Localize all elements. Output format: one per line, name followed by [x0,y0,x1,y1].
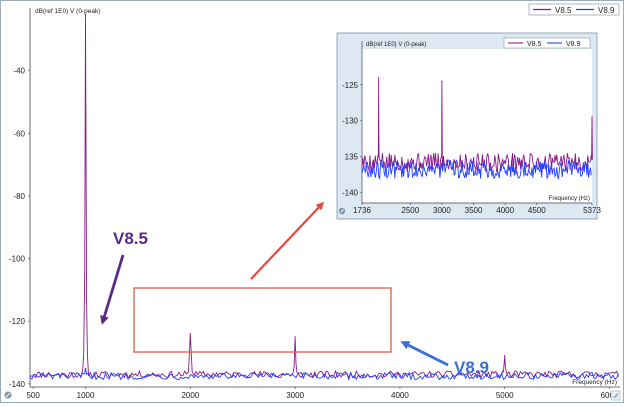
peak-point [378,77,380,79]
x-tick-label: 3000 [286,391,304,400]
y-tick-label: -140 [342,188,359,197]
main-tick-labels: 500 1000 2000 3000 4000 5000 6000 -40 -60 -80 -100… [9,67,619,400]
main-x-axis-title: Frequency (Hz) [572,379,617,386]
v85-pointer-arrow [100,254,125,325]
x-tick-label: 2500 [401,206,419,215]
inset-resize-grip-icon[interactable] [338,207,346,215]
main-chart: dB(ref 1E0) V (0-peak) Frequency (Hz) 50… [9,3,620,400]
inset-legend: V8.5 V8.9 [503,37,591,49]
v89-annotation-label: V8.9 [454,358,489,377]
y-tick-label: -140 [9,380,26,389]
series-line-V85 [361,77,593,173]
y-tick-label: -125 [342,81,359,90]
inset-legend-label-v85: V8.5 [527,41,542,48]
x-tick-label: 2000 [181,391,199,400]
peak-point [591,116,593,118]
peak-point [294,336,296,338]
y-tick-label: -60 [13,129,25,138]
peak-point [504,355,506,357]
inset-legend-label-v89: V8.9 [566,41,581,48]
x-tick-label: 1736 [353,206,371,215]
y-tick-label: -120 [9,317,26,326]
harmonics-highlight-box [133,287,392,353]
peak-point [84,367,87,369]
x-tick-label: 3000 [433,206,451,215]
peak-point [189,333,191,335]
y-tick-label: -100 [9,255,26,264]
x-tick-label: 500 [26,391,40,400]
y-tick-label: -130 [342,117,359,126]
inset-tick-labels: 1736 2500 3000 3500 4000 4500 5373 -125 -130 135 -… [342,81,601,215]
y-tick-label: 135 [345,152,359,161]
main-legend: V8.5 V8.9 [528,3,620,16]
main-legend-label-v89: V8.9 [598,6,615,15]
peak-point [441,80,443,82]
y-tick-label: -80 [13,192,25,201]
x-tick-label: 4000 [496,206,514,215]
inset-series [361,77,593,180]
v85-annotation-label: V8.5 [113,229,148,248]
series-line-V85 [29,14,619,379]
x-tick-label: 6000 [601,391,619,400]
main-series [29,13,619,382]
x-tick-label: 5000 [496,391,514,400]
v89-pointer-arrow [400,341,449,367]
main-y-axis-title: dB(ref 1E0) V (0-peak) [35,8,100,15]
main-legend-label-v85: V8.5 [555,6,572,15]
inset-plot-area [362,49,592,203]
x-tick-label: 4500 [528,206,546,215]
y-tick-label: -40 [13,67,25,76]
series-line-V89 [361,159,592,180]
x-tick-label: 3500 [465,206,483,215]
inset-y-axis-title: dB(ref 1E0) V (0-peak) [366,42,426,48]
x-tick-label: 1000 [77,391,95,400]
zoom-callout-arrow [250,201,325,280]
inset-chart: dB(ref 1E0) V (0-peak) Frequency (Hz) 17… [336,32,601,220]
main-pan-grip-icon[interactable] [4,391,12,399]
main-resize-grip-icon[interactable] [610,390,621,401]
x-tick-label: 5373 [583,206,601,215]
inset-x-axis-title: Frequency (Hz) [549,196,590,202]
series-line-V89 [29,368,619,382]
peak-point [84,13,87,15]
x-tick-label: 4000 [391,391,409,400]
